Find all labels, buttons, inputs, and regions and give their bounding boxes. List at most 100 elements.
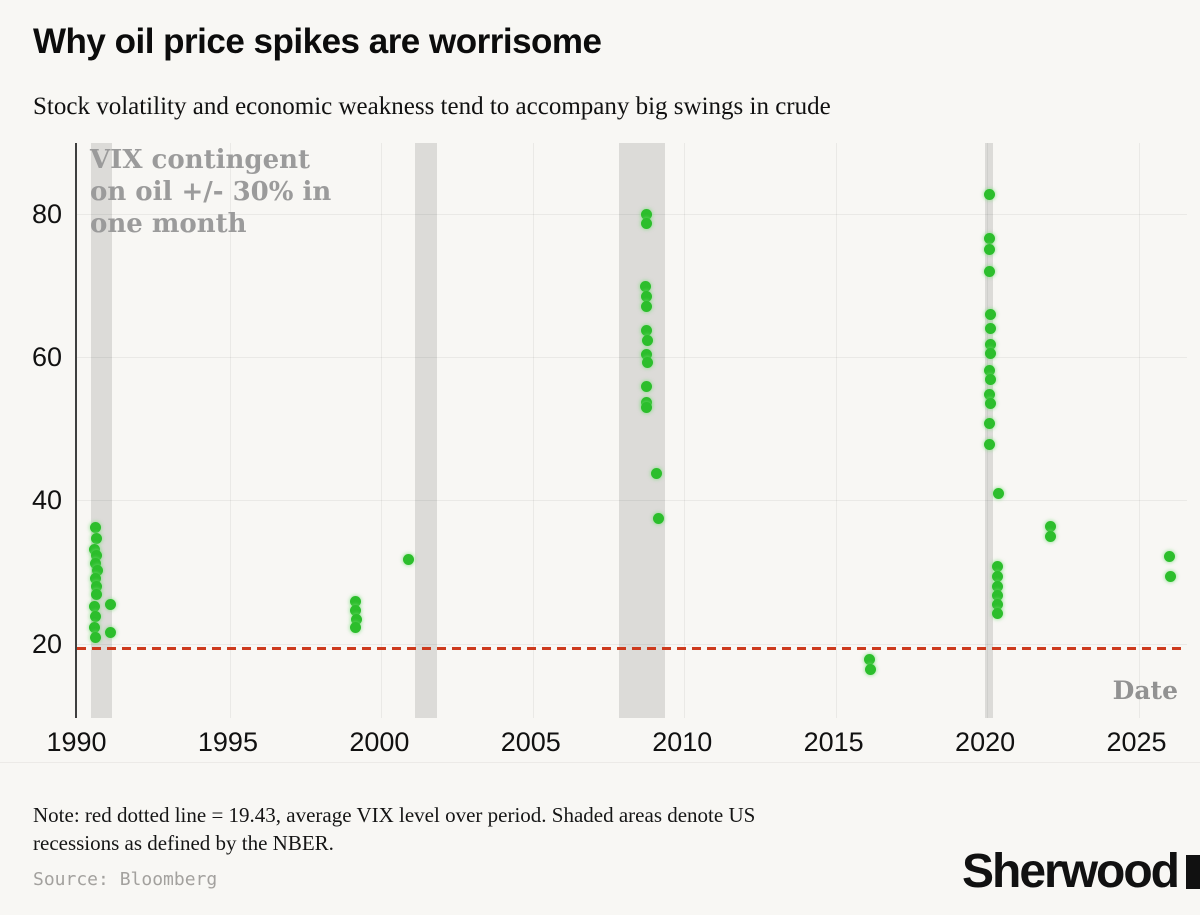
vertical-gridline — [1138, 143, 1140, 718]
data-point — [984, 338, 996, 350]
data-point — [992, 598, 1004, 610]
vertical-gridline — [229, 143, 231, 718]
vertical-gridline — [835, 143, 837, 718]
data-point — [984, 373, 996, 385]
horizontal-gridline — [77, 357, 1187, 359]
data-point — [991, 607, 1003, 619]
data-point — [91, 564, 103, 576]
data-point — [350, 605, 362, 617]
data-point — [640, 291, 652, 303]
data-point — [984, 398, 996, 410]
recession-band — [415, 143, 438, 718]
plot-area: VIX contingent on oil +/- 30% in one mon… — [75, 143, 1187, 718]
data-point — [983, 438, 995, 450]
data-point — [992, 488, 1004, 500]
vertical-gridline — [987, 143, 989, 718]
x-tick-label: 2005 — [500, 727, 561, 757]
horizontal-gridline — [77, 213, 1187, 215]
data-point — [1164, 570, 1176, 582]
data-point — [350, 622, 362, 634]
data-point — [89, 557, 101, 569]
x-tick-label: 2010 — [652, 727, 713, 757]
x-tick-label: 2020 — [955, 727, 1016, 757]
note-line-1: Note: red dotted line = 19.43, average V… — [33, 803, 756, 827]
data-point — [984, 244, 996, 256]
data-point — [89, 572, 101, 584]
data-point — [91, 549, 103, 561]
data-point — [90, 632, 102, 644]
sherwood-wordmark: Sherwood — [961, 845, 1180, 898]
data-point — [90, 580, 102, 592]
x-tick-label: 2015 — [803, 727, 864, 757]
chart-title: Why oil price spikes are worrisome — [33, 22, 602, 61]
chart-subtitle: Stock volatility and economic weakness t… — [33, 93, 831, 120]
data-point — [984, 348, 996, 360]
sherwood-logo: Sherwood — [962, 848, 1200, 896]
data-point — [1164, 550, 1176, 562]
vertical-gridline — [532, 143, 534, 718]
data-point — [991, 571, 1003, 583]
average-vix-line — [77, 646, 1187, 650]
data-point — [90, 533, 102, 545]
data-point — [984, 232, 996, 244]
data-point — [641, 402, 653, 414]
horizontal-gridline — [77, 500, 1187, 502]
x-axis-title: Date — [1112, 676, 1178, 705]
data-point — [984, 365, 996, 377]
data-point — [984, 309, 996, 321]
data-point — [991, 561, 1003, 573]
data-point — [983, 189, 995, 201]
data-point — [640, 218, 652, 230]
data-point — [641, 357, 653, 369]
data-point — [402, 554, 414, 566]
data-point — [653, 513, 665, 525]
vertical-gridline — [381, 143, 383, 718]
data-point — [89, 622, 101, 634]
data-point — [641, 325, 653, 337]
note-line-2: recessions as defined by the NBER. — [33, 831, 334, 855]
source-credit: Source: Bloomberg — [33, 869, 218, 890]
data-point — [640, 301, 652, 313]
data-point — [88, 544, 100, 556]
sherwood-logo-bar-icon — [1186, 855, 1200, 889]
recession-band — [984, 143, 994, 718]
data-point — [350, 613, 362, 625]
y-axis-annotation: VIX contingent on oil +/- 30% in one mon… — [90, 145, 332, 239]
data-point — [984, 266, 996, 278]
data-point — [104, 599, 116, 611]
data-point — [1045, 531, 1057, 543]
data-point — [640, 396, 652, 408]
data-point — [91, 589, 103, 601]
x-tick-label: 1995 — [197, 727, 258, 757]
data-point — [984, 322, 996, 334]
data-point — [641, 335, 653, 347]
x-tick-label: 1990 — [46, 727, 107, 757]
x-tick-label: 2025 — [1106, 727, 1167, 757]
x-tick-label: 2000 — [349, 727, 410, 757]
data-point — [641, 349, 653, 361]
data-point — [1044, 521, 1056, 533]
data-point — [991, 590, 1003, 602]
data-point — [991, 580, 1003, 592]
chart-note: Note: red dotted line = 19.43, average V… — [33, 801, 755, 857]
data-point — [640, 281, 652, 293]
data-point — [984, 388, 996, 400]
data-point — [651, 467, 663, 479]
data-point — [105, 627, 117, 639]
data-point — [864, 653, 876, 665]
data-point — [640, 209, 652, 221]
vertical-gridline — [684, 143, 686, 718]
horizontal-gridline — [77, 643, 1187, 645]
footer-divider — [0, 762, 1200, 763]
recession-band — [618, 143, 666, 718]
data-point — [89, 610, 101, 622]
data-point — [640, 380, 652, 392]
data-point — [349, 595, 361, 607]
data-point — [88, 600, 100, 612]
data-point — [865, 663, 876, 675]
y-tick-label: 40 — [31, 485, 62, 516]
y-tick-label: 20 — [31, 628, 62, 659]
data-point — [984, 418, 996, 430]
y-tick-label: 80 — [31, 198, 62, 229]
